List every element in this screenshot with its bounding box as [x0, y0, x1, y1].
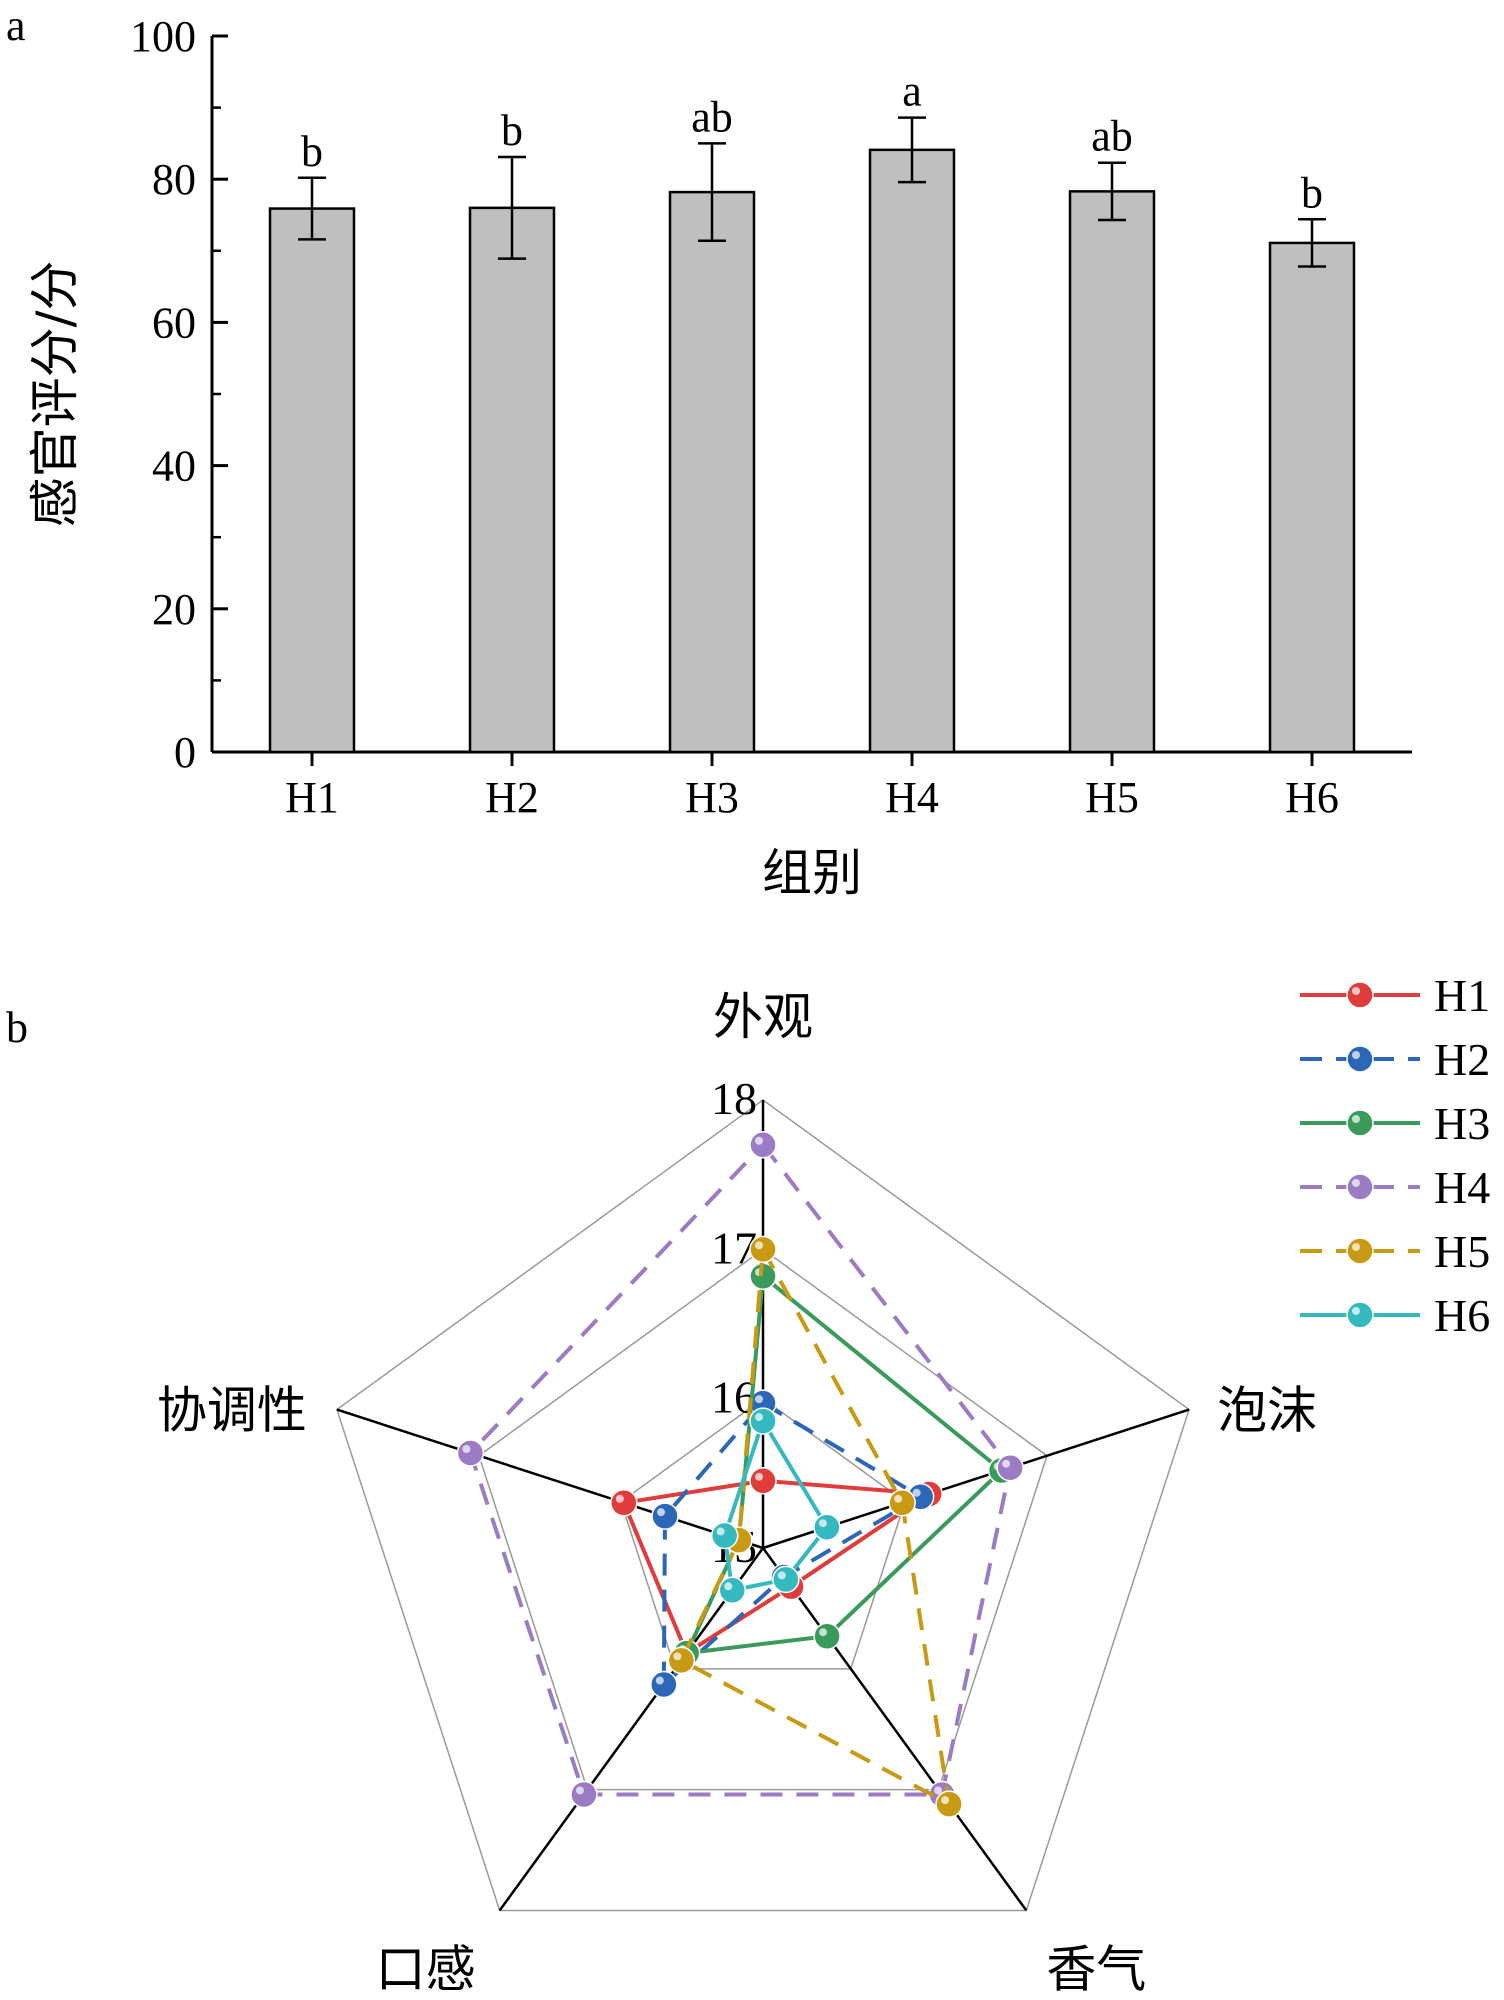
radar-point-highlight — [657, 1508, 665, 1516]
bar-x-tick-label: H5 — [1085, 773, 1139, 822]
radar-point-highlight — [755, 1241, 763, 1249]
radar-point — [571, 1781, 597, 1807]
bar — [270, 209, 354, 752]
radar-point-highlight — [755, 1413, 763, 1421]
significance-label: ab — [691, 92, 733, 141]
legend-marker-highlight — [1352, 1051, 1360, 1059]
radar-point-highlight — [1002, 1460, 1010, 1468]
legend-marker — [1347, 982, 1373, 1008]
legend-marker-highlight — [1352, 987, 1360, 995]
radar-point — [814, 1623, 840, 1649]
radar-axis-label: 外观 — [713, 988, 813, 1046]
radar-axis-label: 香气 — [1046, 1940, 1146, 1998]
radar-point — [936, 1791, 962, 1817]
radar-spoke — [763, 1548, 1026, 1910]
radar-point-highlight — [755, 1137, 763, 1145]
radar-point-highlight — [616, 1495, 624, 1503]
significance-label: ab — [1091, 112, 1133, 161]
radar-axis-label: 泡沫 — [1217, 1382, 1317, 1440]
radar-point-highlight — [576, 1786, 584, 1794]
radar-point — [997, 1455, 1023, 1481]
radar-point — [712, 1523, 738, 1549]
bar-x-tick-label: H3 — [685, 773, 739, 822]
legend-marker — [1347, 1302, 1373, 1328]
legend-marker-highlight — [1352, 1243, 1360, 1251]
significance-label: b — [501, 106, 523, 155]
radar-axis-label: 协调性 — [157, 1382, 307, 1440]
panel-label-a: a — [6, 1, 26, 50]
legend-label: H4 — [1434, 1162, 1490, 1213]
radar-point — [814, 1514, 840, 1540]
radar-point-highlight — [778, 1571, 786, 1579]
bar-x-tick-label: H6 — [1285, 773, 1339, 822]
radar-point-highlight — [717, 1528, 725, 1536]
radar-point — [750, 1132, 776, 1158]
legend-marker — [1347, 1110, 1373, 1136]
bar — [1070, 191, 1154, 752]
bar — [1270, 243, 1354, 752]
radar-point-highlight — [819, 1628, 827, 1636]
legend-marker — [1347, 1238, 1373, 1264]
radar-point — [750, 1468, 776, 1494]
radar-point — [652, 1503, 678, 1529]
significance-label: b — [301, 127, 323, 176]
radar-point-highlight — [755, 1395, 763, 1403]
significance-label: b — [1301, 168, 1323, 217]
bar-y-tick-label: 60 — [152, 298, 196, 347]
radar-point — [668, 1647, 694, 1673]
radar-point — [651, 1672, 677, 1698]
radar-point-highlight — [462, 1445, 470, 1453]
radar-legend: H1 H2 H3 H4 H5 H6 — [1300, 970, 1490, 1341]
radar-tick-label: 18 — [711, 1073, 757, 1124]
legend-label: H1 — [1434, 970, 1490, 1021]
bar — [870, 150, 954, 752]
bar — [470, 208, 554, 752]
radar-point — [611, 1490, 637, 1516]
panel-label-b: b — [6, 1003, 28, 1052]
radar-point-highlight — [941, 1796, 949, 1804]
bar-y-tick-label: 40 — [152, 442, 196, 491]
legend-marker — [1347, 1174, 1373, 1200]
radar-point — [889, 1490, 915, 1516]
legend-label: H6 — [1434, 1290, 1490, 1341]
legend-label: H3 — [1434, 1098, 1490, 1149]
significance-label: a — [902, 67, 922, 116]
bar-y-tick-label: 20 — [152, 585, 196, 634]
legend-marker-highlight — [1352, 1307, 1360, 1315]
bar — [670, 192, 754, 752]
radar-point — [773, 1566, 799, 1592]
radar-point-highlight — [673, 1652, 681, 1660]
bar-y-tick-label: 80 — [152, 155, 196, 204]
bar-x-tick-label: H1 — [285, 773, 339, 822]
radar-point-highlight — [819, 1519, 827, 1527]
bar-y-axis-title: 感官评分/分 — [26, 261, 84, 528]
radar-point-highlight — [894, 1495, 902, 1503]
radar-point-highlight — [755, 1473, 763, 1481]
legend-label: H5 — [1434, 1226, 1490, 1277]
radar-spoke — [500, 1548, 763, 1910]
legend-marker — [1347, 1046, 1373, 1072]
legend-marker-highlight — [1352, 1115, 1360, 1123]
radar-point-highlight — [724, 1582, 732, 1590]
bar-x-axis-title: 组别 — [762, 844, 862, 902]
legend-label: H2 — [1434, 1034, 1490, 1085]
bar-x-tick-label: H2 — [485, 773, 539, 822]
bar-y-tick-label: 100 — [130, 12, 196, 61]
bar-chart-marks: b b ab a ab b — [270, 67, 1354, 752]
bar-x-tick-label: H4 — [885, 773, 939, 822]
radar-point-highlight — [656, 1677, 664, 1685]
radar-point — [750, 1236, 776, 1262]
legend-marker-highlight — [1352, 1179, 1360, 1187]
bar-y-tick-label: 0 — [174, 728, 196, 777]
radar-point — [750, 1408, 776, 1434]
radar-point — [719, 1577, 745, 1603]
radar-axis-label: 口感 — [376, 1940, 476, 1998]
radar-point — [457, 1440, 483, 1466]
